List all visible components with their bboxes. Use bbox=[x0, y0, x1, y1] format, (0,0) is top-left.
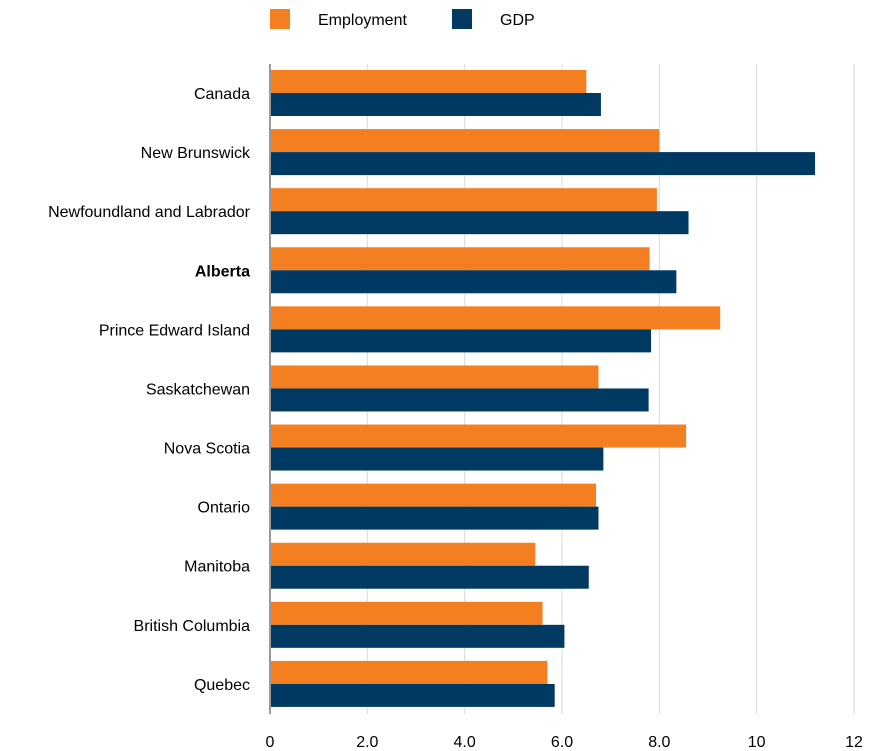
bar-gdp bbox=[270, 565, 589, 589]
bar-employment bbox=[270, 542, 536, 566]
bar-employment bbox=[270, 188, 657, 212]
legend-swatch-gdp bbox=[452, 9, 472, 29]
category-label: New Brunswick bbox=[141, 145, 251, 162]
category-label: Nova Scotia bbox=[164, 441, 250, 458]
bars bbox=[270, 70, 816, 707]
category-labels: Canada New Brunswick Newfoundland and Labr… bbox=[48, 86, 251, 694]
x-tick-label: 12 bbox=[845, 734, 863, 751]
bar-gdp bbox=[270, 624, 565, 648]
category-label: Prince Edward Island bbox=[99, 322, 250, 339]
x-tick-label: 6.0 bbox=[551, 734, 573, 751]
legend-label-gdp: GDP bbox=[500, 12, 535, 29]
category-label: Ontario bbox=[198, 500, 251, 517]
legend-label-employment: Employment bbox=[318, 12, 407, 29]
bar-gdp bbox=[270, 93, 601, 116]
x-axis-ticks: 0 2.0 4.0 6.0 8.0 10 12 bbox=[266, 734, 863, 751]
category-label: Alberta bbox=[195, 263, 250, 280]
bar-gdp bbox=[270, 329, 652, 353]
bar-gdp bbox=[270, 211, 689, 235]
category-label: British Columbia bbox=[134, 618, 251, 635]
x-tick-label: 4.0 bbox=[454, 734, 476, 751]
category-label: Canada bbox=[194, 86, 250, 103]
legend-swatch-employment bbox=[270, 9, 290, 29]
x-tick-label: 0 bbox=[266, 734, 275, 751]
x-tick-label: 10 bbox=[748, 734, 766, 751]
bar-gdp bbox=[270, 447, 604, 471]
bar-employment bbox=[270, 70, 587, 93]
bar-gdp bbox=[270, 506, 599, 530]
category-label: Manitoba bbox=[184, 559, 250, 576]
bar-gdp bbox=[270, 152, 816, 176]
bar-employment bbox=[270, 129, 660, 153]
bar-employment bbox=[270, 306, 721, 330]
x-tick-label: 2.0 bbox=[356, 734, 378, 751]
bar-employment bbox=[270, 247, 650, 271]
bar-employment bbox=[270, 365, 599, 389]
category-label: Newfoundland and Labrador bbox=[48, 204, 251, 221]
category-label: Saskatchewan bbox=[146, 381, 250, 398]
x-tick-label: 8.0 bbox=[648, 734, 670, 751]
bar-gdp bbox=[270, 270, 677, 294]
bar-employment bbox=[270, 601, 543, 625]
bar-employment bbox=[270, 483, 597, 507]
category-label: Quebec bbox=[194, 677, 250, 694]
bar-gdp bbox=[270, 388, 649, 412]
bar-employment bbox=[270, 424, 687, 448]
legend: Employment GDP bbox=[270, 9, 535, 29]
bar-employment bbox=[270, 660, 548, 684]
bar-gdp bbox=[270, 683, 555, 707]
